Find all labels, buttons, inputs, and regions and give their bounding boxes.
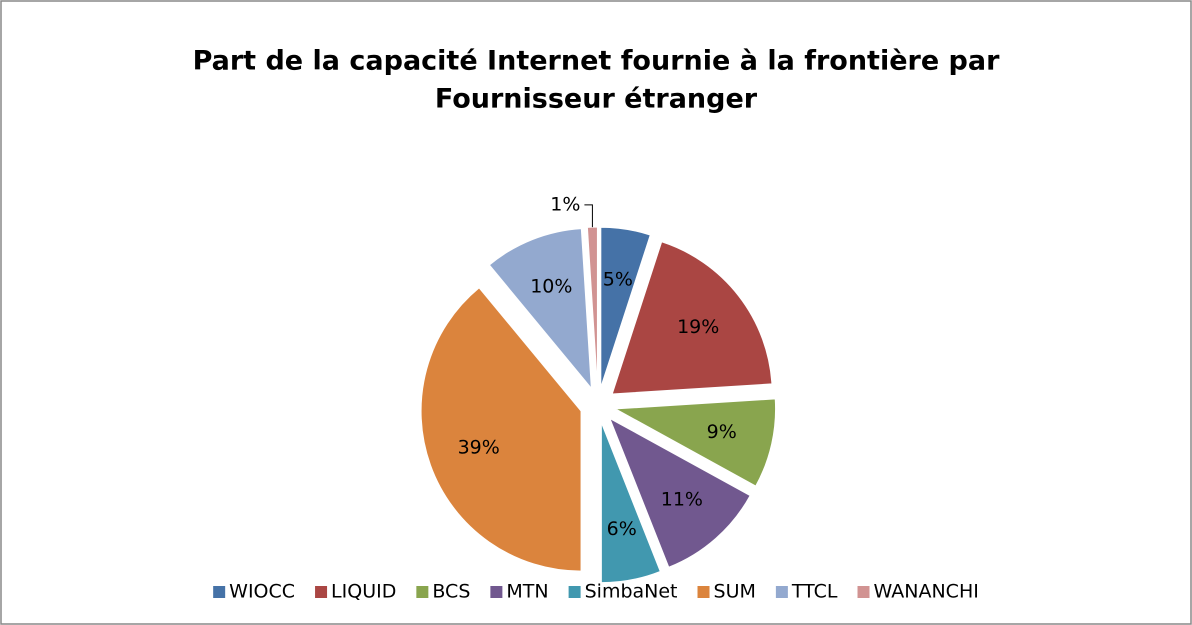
legend-label: SUM <box>714 581 756 603</box>
legend-swatch <box>568 586 581 598</box>
legend-label: BCS <box>432 581 470 603</box>
legend-label: TTCL <box>791 581 838 603</box>
data-label: 10% <box>530 276 572 298</box>
legend-swatch <box>857 586 870 598</box>
pie-slice <box>488 228 592 390</box>
data-label: 39% <box>458 436 500 458</box>
legend-label: WANANCHI <box>874 581 979 603</box>
data-label: 1% <box>550 193 580 215</box>
legend-swatch <box>490 586 503 598</box>
pie-slice <box>586 226 598 388</box>
legend-swatch <box>213 586 226 598</box>
leader-line <box>584 204 593 228</box>
chart-title: Fournisseur étranger <box>435 84 758 115</box>
legend-swatch <box>697 586 710 598</box>
pie-slice <box>613 398 777 487</box>
legend-label: WIOCC <box>229 581 295 603</box>
legend-swatch <box>315 586 328 598</box>
legend-label: SimbaNet <box>585 581 678 603</box>
data-label: 9% <box>707 421 737 443</box>
pie-slice <box>608 417 751 568</box>
pie-slice <box>600 422 661 584</box>
legend-swatch <box>775 586 788 598</box>
pie-slice <box>420 287 582 572</box>
pie-slice <box>600 226 651 388</box>
legend-swatch <box>416 586 429 598</box>
data-label: 11% <box>661 489 703 511</box>
pie-slice <box>611 241 773 395</box>
chart-title: Part de la capacité Internet fournie à l… <box>193 46 1001 77</box>
data-label: 19% <box>677 316 719 338</box>
legend: WIOCC LIQUID BCS MTN SimbaNet SUM TTCL WANANCHI <box>213 581 979 603</box>
legend-label: MTN <box>506 581 548 603</box>
legend-label: LIQUID <box>331 581 396 603</box>
data-label: 5% <box>603 268 633 290</box>
data-label: 6% <box>607 518 637 540</box>
